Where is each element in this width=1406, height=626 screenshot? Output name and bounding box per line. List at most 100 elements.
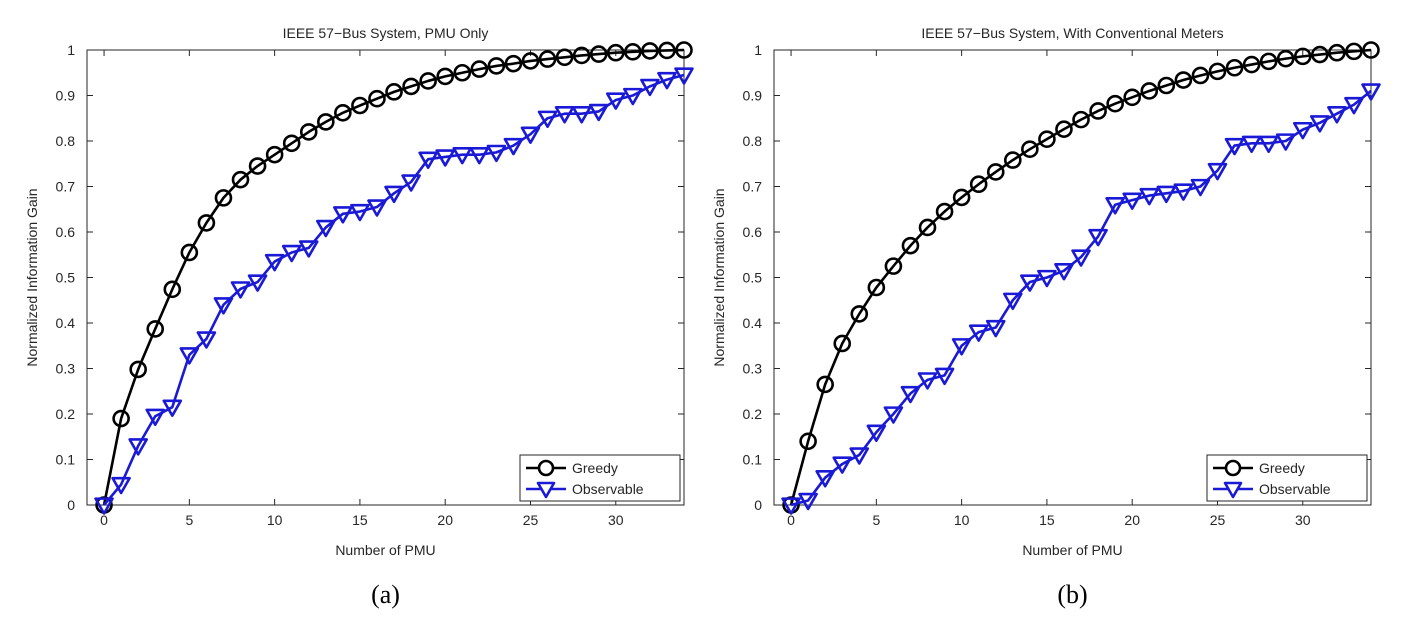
greedy-data-point [112,409,130,428]
greedy-data-point [163,280,182,299]
observable-data-point [230,281,251,299]
greedy-data-point [799,432,817,451]
observable-data-point [418,151,438,169]
x-tick-label: 25 [523,512,539,528]
greedy-data-point [1311,45,1329,64]
observable-data-point [1037,269,1057,288]
x-tick-label: 0 [787,512,795,528]
observable-data-point [281,244,302,263]
observable-data-point [1054,262,1074,281]
x-tick-label: 30 [608,512,624,528]
observable-data-point [900,385,921,404]
greedy-data-point [1072,110,1090,129]
observable-data-point [162,399,183,417]
y-axis-label: Normalized Information Gain [711,188,727,366]
y-tick-label: 1 [754,42,762,58]
greedy-data-point [986,163,1005,181]
observable-data-point [179,347,200,365]
greedy-data-point [1123,88,1141,107]
greedy-data-point [1157,76,1176,95]
observable-data-point [1361,83,1381,101]
observable-data-point [1190,178,1211,197]
x-tick-label: 10 [954,512,970,528]
observable-data-point [1327,106,1347,124]
greedy-data-point [658,41,676,60]
y-tick-label: 0.1 [743,452,763,468]
observable-data-point [1241,135,1262,154]
observable-data-point [815,470,835,488]
observable-data-point [247,274,268,292]
y-tick-label: 0.8 [743,133,763,149]
y-tick-label: 0.3 [743,361,763,377]
greedy-data-point [589,45,608,63]
observable-data-point [94,497,114,515]
observable-data-point [1071,249,1091,267]
greedy-data-point [572,46,591,65]
observable-data-point [401,174,421,192]
observable-data-point [1344,96,1364,115]
greedy-data-point [521,52,540,70]
greedy-data-point [624,43,642,61]
greedy-data-point [641,42,659,60]
x-tick-label: 0 [100,512,108,528]
observable-data-point [866,424,887,443]
observable-data-point [849,447,870,465]
observable-data-point [674,67,694,85]
observable-data-point [883,406,904,424]
observable-data-point [486,144,507,163]
greedy-data-point [1089,102,1107,120]
greedy-data-point [606,43,625,62]
greedy-data-point [504,54,523,73]
legend: Greedy Observable [1206,454,1368,502]
observable-data-point [588,103,609,122]
greedy-data-point [453,63,472,82]
observable-data-point [934,367,955,386]
greedy-data-point [316,113,335,131]
observable-data-point [1310,115,1330,133]
greedy-data-point [969,175,988,194]
greedy-data-point [214,189,233,207]
greedy-data-point [555,48,574,67]
observable-data-point [657,71,677,90]
greedy-data-point [816,375,834,394]
observable-data-point [1207,162,1228,181]
y-tick-label: 0.4 [743,315,763,331]
greedy-data-point [146,320,165,338]
greedy-data-point [334,103,352,122]
greedy-data-point [918,218,937,237]
greedy-legend-marker [1224,459,1242,477]
observable-data-point [503,137,524,156]
observable-data-point [640,78,660,97]
observable-data-point [798,492,818,511]
greedy-data-point [867,278,886,297]
observable-data-point [384,185,404,204]
x-tick-label: 5 [185,512,193,528]
observable-data-point [435,149,456,167]
y-tick-label: 0 [754,497,762,513]
greedy-data-point [1003,151,1022,169]
greedy-data-point [884,257,903,275]
observable-data-point [781,497,801,515]
x-tick-label: 15 [1039,512,1055,528]
greedy-data-point [402,77,420,96]
greedy-data-point [1106,94,1124,113]
observable-legend-label: Observable [572,481,644,497]
greedy-data-point [1055,120,1073,138]
chart-title: IEEE 57−Bus System, With Conventional Me… [921,25,1223,41]
greedy-data-point [1259,52,1278,71]
observable-series-line [790,89,1372,507]
observable-data-point [315,219,336,238]
greedy-data-point [368,89,386,108]
y-tick-label: 0.5 [56,270,76,286]
greedy-data-point [1191,66,1210,85]
greedy-data-point [265,145,284,164]
greedy-data-point [1293,47,1312,66]
observable-data-point [1088,228,1108,247]
x-tick-label: 30 [1295,512,1311,528]
observable-data-point [554,106,575,124]
observable-data-point [1020,274,1040,292]
observable-data-point [537,110,558,129]
greedy-legend-label: Greedy [572,460,618,476]
greedy-data-point [901,236,920,255]
